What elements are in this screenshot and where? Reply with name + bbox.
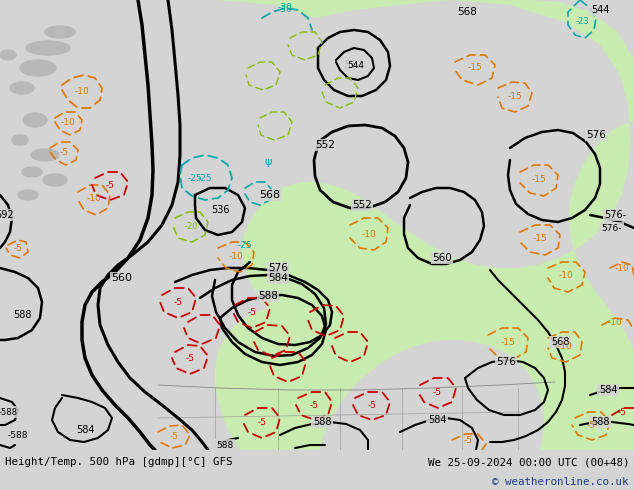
- Text: 560: 560: [432, 253, 452, 263]
- Text: We 25-09-2024 00:00 UTC (00+48): We 25-09-2024 00:00 UTC (00+48): [427, 457, 629, 467]
- Text: 588: 588: [591, 417, 609, 427]
- Ellipse shape: [20, 60, 56, 76]
- Text: -10: -10: [558, 342, 573, 350]
- Text: 592: 592: [0, 210, 15, 220]
- Text: -5: -5: [247, 308, 257, 317]
- Text: 576-: 576-: [602, 223, 622, 232]
- Ellipse shape: [10, 82, 34, 94]
- Text: -15: -15: [501, 338, 515, 346]
- Text: -23: -23: [575, 18, 589, 26]
- Text: -5: -5: [463, 436, 472, 444]
- Text: -5: -5: [432, 388, 441, 396]
- Text: 576: 576: [268, 263, 288, 273]
- Text: -5: -5: [105, 180, 115, 190]
- Text: -10: -10: [607, 318, 623, 326]
- Text: 568: 568: [551, 337, 569, 347]
- Text: -30: -30: [278, 3, 292, 13]
- Ellipse shape: [31, 149, 59, 161]
- Ellipse shape: [45, 26, 75, 38]
- Text: -5: -5: [618, 408, 626, 416]
- Text: 584: 584: [268, 273, 288, 283]
- Ellipse shape: [12, 135, 28, 145]
- Text: 588: 588: [216, 441, 233, 449]
- Ellipse shape: [18, 190, 38, 200]
- Text: -10: -10: [229, 251, 243, 261]
- Text: 576: 576: [586, 130, 606, 140]
- Text: 584: 584: [598, 385, 618, 395]
- Text: Height/Temp. 500 hPa [gdmp][°C] GFS: Height/Temp. 500 hPa [gdmp][°C] GFS: [5, 457, 233, 467]
- Text: -25: -25: [198, 173, 212, 182]
- Text: 568: 568: [457, 7, 477, 17]
- Text: 552: 552: [352, 200, 372, 210]
- Text: -10: -10: [361, 229, 377, 239]
- Text: -10: -10: [559, 270, 573, 279]
- Text: -588: -588: [8, 431, 29, 440]
- Text: 544: 544: [347, 60, 365, 70]
- Text: © weatheronline.co.uk: © weatheronline.co.uk: [493, 477, 629, 487]
- Text: 560: 560: [112, 273, 133, 283]
- Text: -5: -5: [169, 432, 179, 441]
- Text: -5: -5: [368, 400, 377, 410]
- Text: -588: -588: [0, 408, 18, 416]
- Text: -5: -5: [60, 147, 68, 156]
- Text: 588: 588: [313, 417, 331, 427]
- Text: -5: -5: [174, 297, 183, 307]
- Text: -15: -15: [533, 234, 547, 243]
- Text: 536: 536: [210, 205, 230, 215]
- Ellipse shape: [23, 113, 47, 127]
- Ellipse shape: [0, 50, 16, 60]
- Text: 552: 552: [345, 60, 363, 70]
- Ellipse shape: [22, 167, 42, 177]
- Text: 552: 552: [315, 140, 335, 150]
- Text: 588: 588: [258, 291, 278, 301]
- Ellipse shape: [26, 41, 70, 55]
- Text: ψ: ψ: [264, 157, 272, 167]
- Text: -5: -5: [186, 353, 195, 363]
- Text: -5: -5: [586, 420, 595, 430]
- Ellipse shape: [43, 174, 67, 186]
- Text: -20: -20: [184, 221, 198, 230]
- Text: -25: -25: [188, 173, 202, 182]
- Text: 568: 568: [259, 190, 281, 200]
- Text: -5: -5: [257, 417, 266, 426]
- Text: -25: -25: [238, 241, 252, 249]
- Text: -10: -10: [614, 264, 630, 272]
- Text: -5: -5: [13, 244, 22, 252]
- Polygon shape: [215, 0, 634, 450]
- Text: -15: -15: [468, 64, 482, 73]
- Text: 584: 584: [428, 415, 446, 425]
- Text: -15: -15: [532, 174, 547, 183]
- Text: -15: -15: [508, 92, 522, 100]
- Text: -10: -10: [75, 88, 89, 97]
- Text: -5: -5: [309, 400, 318, 410]
- Text: -30: -30: [278, 5, 292, 15]
- Text: 576: 576: [496, 357, 516, 367]
- Text: 576-: 576-: [604, 210, 626, 220]
- Text: 588: 588: [13, 310, 31, 320]
- Text: -10: -10: [87, 194, 101, 202]
- Text: 584: 584: [75, 425, 94, 435]
- Text: -10: -10: [61, 118, 75, 126]
- Text: 544: 544: [591, 5, 609, 15]
